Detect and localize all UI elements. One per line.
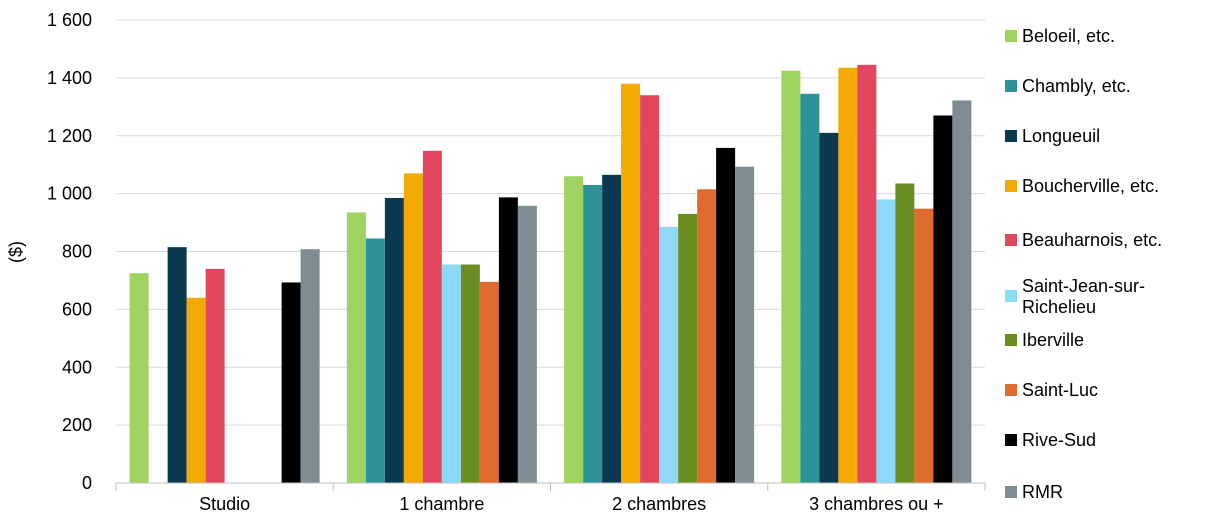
y-tick-label: 1 000	[47, 184, 92, 204]
bar	[819, 132, 839, 483]
legend-label: Chambly, etc.	[1022, 76, 1131, 96]
bar	[697, 189, 717, 484]
legend-swatch	[1005, 384, 1017, 396]
legend-label: Beloeil, etc.	[1022, 26, 1115, 46]
bar	[876, 199, 896, 483]
bar	[422, 150, 442, 484]
bar	[564, 176, 584, 483]
legend-label: Beauharnois, etc.	[1022, 230, 1162, 250]
legend-swatch	[1005, 130, 1017, 142]
bar	[167, 247, 187, 483]
bar	[895, 183, 915, 483]
x-tick-label: 1 chambre	[399, 494, 484, 514]
y-tick-label: 400	[62, 357, 92, 377]
legend-swatch	[1005, 234, 1017, 246]
legend-label: Boucherville, etc.	[1022, 176, 1159, 196]
bar	[479, 281, 499, 483]
x-tick-label: 2 chambres	[612, 494, 706, 514]
bar	[346, 212, 366, 483]
bar	[838, 67, 858, 483]
legend-swatch	[1005, 30, 1017, 42]
y-tick-label: 1 600	[47, 10, 92, 30]
y-axis-label: ($)	[6, 241, 26, 263]
gridlines	[116, 19, 985, 426]
bar	[602, 174, 622, 484]
bar	[933, 115, 953, 484]
bar	[640, 95, 660, 484]
bar	[800, 93, 820, 484]
legend-swatch	[1005, 486, 1017, 498]
legend: Beloeil, etc. Chambly, etc. Longueuil Bouch…	[1005, 26, 1162, 502]
bar	[281, 282, 301, 483]
y-tick-label: 1 200	[47, 126, 92, 146]
y-tick-label: 1 400	[47, 68, 92, 88]
x-tick-labels: Studio 1 chambre 2 chambres 3 chambres ou +	[199, 494, 944, 514]
y-tick-label: 600	[62, 299, 92, 319]
bar	[735, 166, 755, 483]
bar	[781, 70, 801, 483]
legend-swatch	[1005, 334, 1017, 346]
bar	[186, 297, 206, 483]
legend-swatch	[1005, 290, 1017, 302]
x-tick-label: 3 chambres ou +	[809, 494, 944, 514]
legend-swatch	[1005, 80, 1017, 92]
bar	[678, 213, 698, 483]
legend-label: Saint-Luc	[1022, 380, 1098, 400]
bar	[300, 249, 320, 483]
axes	[115, 482, 986, 491]
y-tick-label: 0	[82, 473, 92, 493]
y-tick-labels: 0 200 400 600 800 1 000 1 200 1 400 1 600	[47, 10, 92, 493]
legend-label: RMR	[1022, 482, 1063, 502]
bar	[621, 83, 641, 483]
y-tick-label: 800	[62, 242, 92, 262]
legend-swatch	[1005, 434, 1017, 446]
legend-label: Saint-Jean-sur-Richelieu	[1022, 276, 1145, 317]
legend-swatch	[1005, 180, 1017, 192]
x-tick-label: Studio	[199, 494, 250, 514]
bar	[460, 264, 480, 483]
y-tick-label: 200	[62, 415, 92, 435]
bar	[952, 100, 972, 483]
bar	[583, 184, 603, 483]
legend-label: Longueuil	[1022, 126, 1100, 146]
bar	[441, 264, 461, 483]
bar	[205, 268, 225, 483]
bar	[129, 273, 149, 483]
bar	[498, 197, 518, 483]
bar	[716, 147, 736, 483]
bar	[659, 226, 679, 483]
bar	[365, 238, 385, 483]
bar	[403, 173, 423, 483]
bar	[384, 197, 404, 483]
legend-label: Iberville	[1022, 330, 1084, 350]
bar	[517, 205, 537, 483]
bars	[129, 64, 972, 484]
legend-label: Rive-Sud	[1022, 430, 1096, 450]
bar	[914, 208, 934, 484]
bar	[857, 64, 877, 484]
